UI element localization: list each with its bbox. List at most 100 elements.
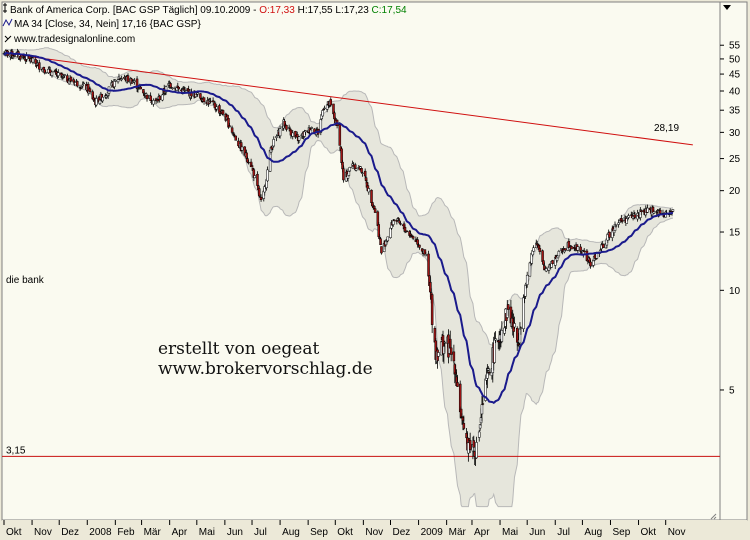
candle-body [245,152,248,159]
candle [551,259,554,265]
resize-grip-icon[interactable] [710,513,717,520]
candle-body [164,86,168,93]
candle [377,222,380,240]
candle [289,129,293,139]
candle [38,59,41,73]
candle [202,97,206,105]
candle [152,98,155,107]
x-tick-label: Jul [557,527,570,538]
candle-body [486,372,489,379]
candle-body [601,243,605,248]
x-tick-label: Nov [668,527,686,538]
candle [76,80,79,88]
candle-body [348,167,352,172]
candle [338,122,342,146]
candle-body [228,125,231,128]
candle [367,187,371,195]
candle-body [518,328,522,344]
y-tick-label: 25 [729,154,741,165]
candle-body [494,338,497,341]
candle [386,236,390,243]
candle-body [253,175,256,179]
candle-body [171,87,174,90]
candle-body [275,136,278,138]
candle-body [380,246,383,254]
x-tick-label: Okt [6,527,22,538]
candle [253,175,256,179]
candle-body [19,56,22,60]
candle-body [354,168,358,171]
candle-body [541,250,544,262]
ma-legend-icon [2,18,13,27]
candle-body [278,128,282,137]
candle [48,66,52,74]
candle-body [477,431,481,438]
y-tick-label: 50 [729,54,741,65]
candle-body [183,89,187,92]
moving-average-line [3,51,674,405]
candle-body [538,248,542,252]
y-tick-label: 45 [729,70,741,81]
candle-body [522,297,525,330]
candle [145,94,149,102]
x-tick-label: Aug [584,527,602,538]
watermark-line-2: www.brokervorschlag.de [158,359,373,379]
candle [310,126,314,129]
candle [240,144,244,154]
scroll-arrow-icon[interactable] [723,5,731,10]
candle-body [411,236,415,239]
y-tick-label: 30 [729,128,741,139]
candle [424,251,428,257]
watermark-line-1: erstellt von oegeat [158,339,319,359]
candle-body [158,95,161,100]
candle-body [544,268,548,272]
candle-legend-icon [3,3,7,13]
candle [518,322,522,346]
candle-body [232,133,236,136]
y-tick-label: 15 [729,228,741,239]
candle-body [373,208,377,213]
candle [430,294,434,334]
y-tick-label: 10 [729,286,741,297]
candle [171,87,174,90]
candle-body [44,72,47,74]
candle-body [291,132,295,137]
candle-body [256,173,259,186]
x-tick-label: Okt [337,527,353,538]
candle-body [142,89,145,94]
candle [297,135,301,144]
candle [57,69,60,79]
candle [582,248,586,253]
candle [392,219,396,222]
candle-body [120,78,123,80]
trendline-label: 28,19 [654,123,679,134]
candle-body [551,260,554,264]
candle [627,213,630,220]
candle-body [639,210,643,213]
candle-body [671,209,675,212]
candle-body [63,74,66,76]
candle-body [500,330,504,342]
candle [95,95,98,107]
candle [247,159,250,165]
candle-body [424,254,428,257]
candle-body [98,99,102,104]
candle-body [525,274,529,285]
candle [576,246,580,254]
candle [462,415,466,431]
x-tick-label: Nov [34,527,52,538]
candle-body [266,169,269,182]
candle-body [319,119,323,133]
candle [671,209,675,213]
candle [614,223,618,228]
resistance-trendline [3,52,693,146]
candle [522,294,525,333]
candle [411,235,415,241]
candle-body [139,86,142,90]
candle-body [57,72,60,76]
candle-body [475,442,478,459]
candle-body [325,104,329,110]
candle [158,94,161,103]
candle-body [81,84,85,87]
candle-body [347,171,351,176]
